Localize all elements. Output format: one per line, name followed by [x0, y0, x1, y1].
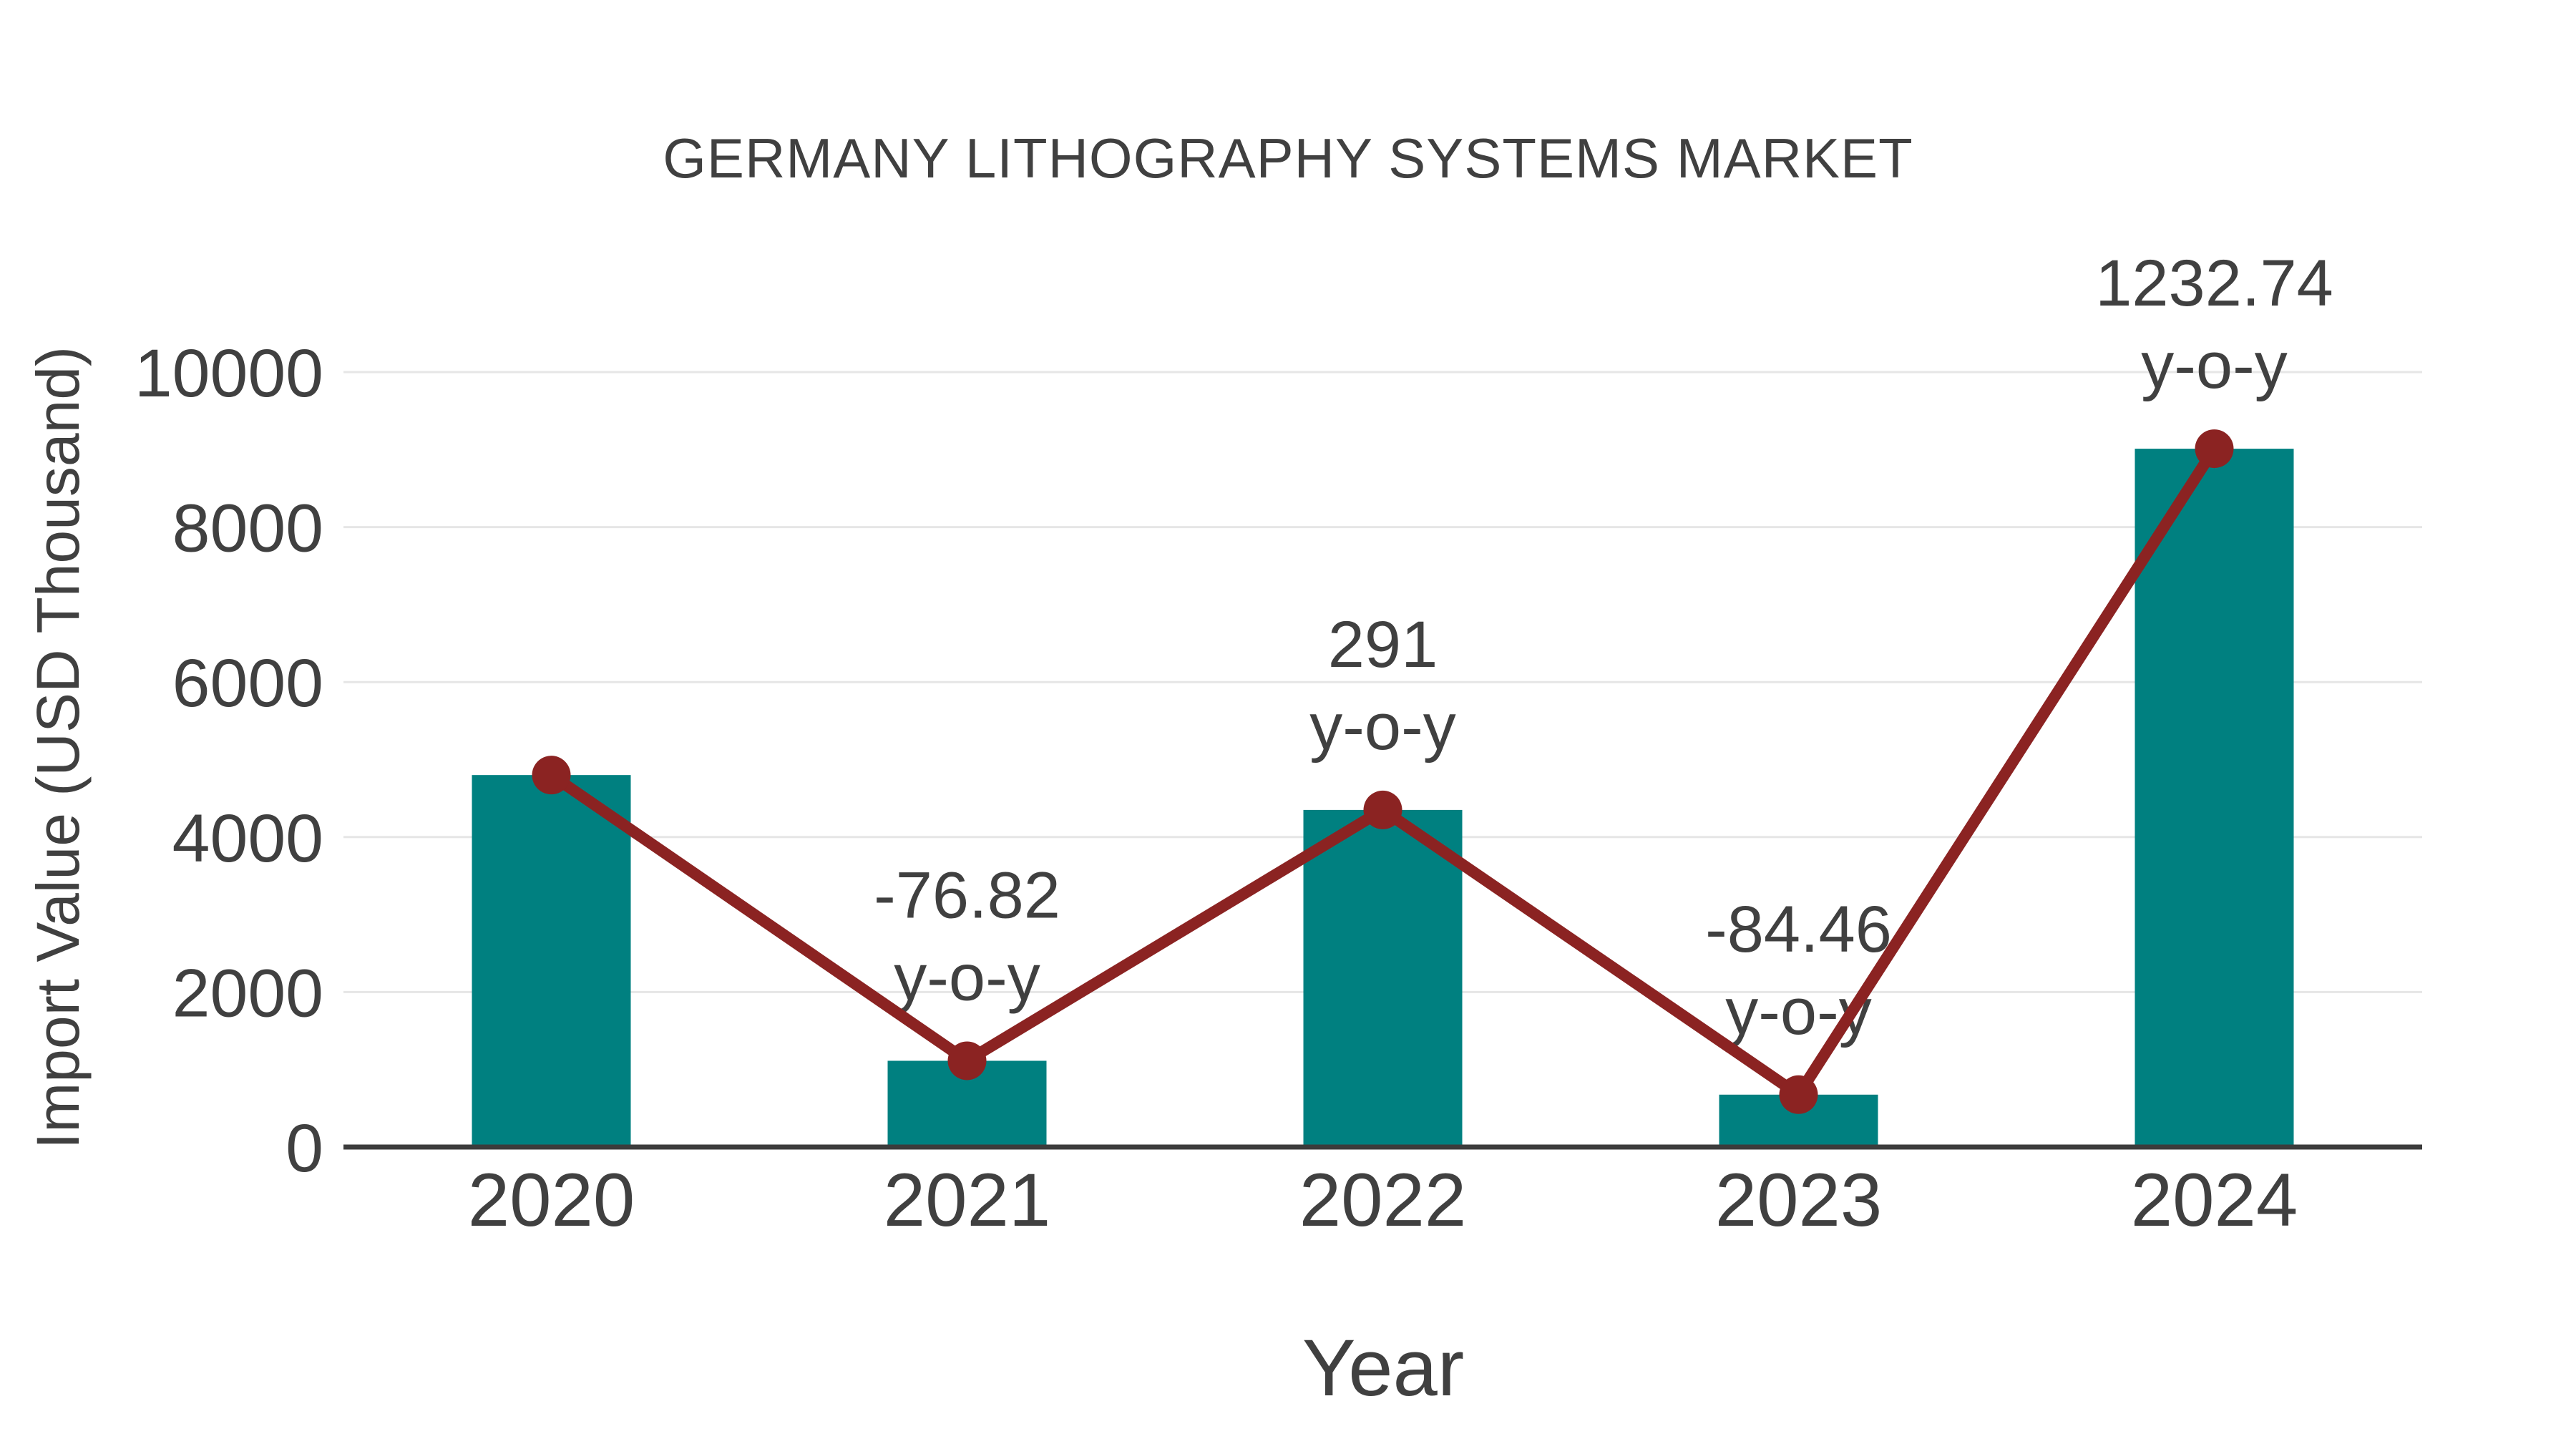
annotation-suffix-2022: y-o-y	[1309, 691, 1455, 763]
data-point-2022	[1363, 790, 1402, 829]
data-point-2023	[1779, 1075, 1818, 1114]
annotation-value-2023: -84.46	[1705, 893, 1892, 966]
y-tick-0: 0	[286, 1111, 323, 1186]
y-tick-2000: 2000	[172, 955, 323, 1031]
chart-title: GERMANY LITHOGRAPHY SYSTEMS MARKET	[663, 127, 1913, 190]
gridlines	[343, 371, 2422, 993]
x-tick-2024: 2024	[2131, 1158, 2298, 1242]
data-point-2020	[532, 756, 571, 795]
y-tick-4000: 4000	[172, 801, 323, 877]
x-tick-2020: 2020	[468, 1158, 635, 1242]
y-axis-tick-labels: 0 2000 4000 6000 8000 10000	[135, 336, 323, 1186]
bar-2020	[472, 775, 631, 1147]
x-tick-2021: 2021	[884, 1158, 1051, 1242]
annotation-suffix-2021: y-o-y	[894, 941, 1040, 1014]
bar-series	[472, 449, 2294, 1147]
data-point-2021	[947, 1041, 987, 1080]
annotation-value-2021: -76.82	[874, 859, 1060, 932]
yoy-annotations: -76.82y-o-y291y-o-y-84.46y-o-y1232.74y-o…	[874, 247, 2333, 1048]
bar-2024	[2135, 449, 2294, 1147]
annotation-suffix-2024: y-o-y	[2141, 329, 2287, 402]
x-tick-2022: 2022	[1299, 1158, 1467, 1242]
y-tick-6000: 6000	[172, 645, 323, 721]
x-axis-tick-labels: 2020 2021 2022 2023 2024	[468, 1158, 2298, 1242]
x-axis-title: Year	[1302, 1323, 1464, 1413]
y-tick-10000: 10000	[135, 336, 323, 411]
x-tick-2023: 2023	[1715, 1158, 1883, 1242]
y-axis-title: Import Value (USD Thousand)	[24, 346, 92, 1149]
line-series	[532, 429, 2234, 1114]
y-tick-8000: 8000	[172, 491, 323, 567]
annotation-value-2022: 291	[1328, 608, 1438, 681]
bar-2022	[1303, 809, 1463, 1147]
data-point-2024	[2195, 429, 2234, 469]
annotation-value-2024: 1232.74	[2095, 247, 2333, 320]
